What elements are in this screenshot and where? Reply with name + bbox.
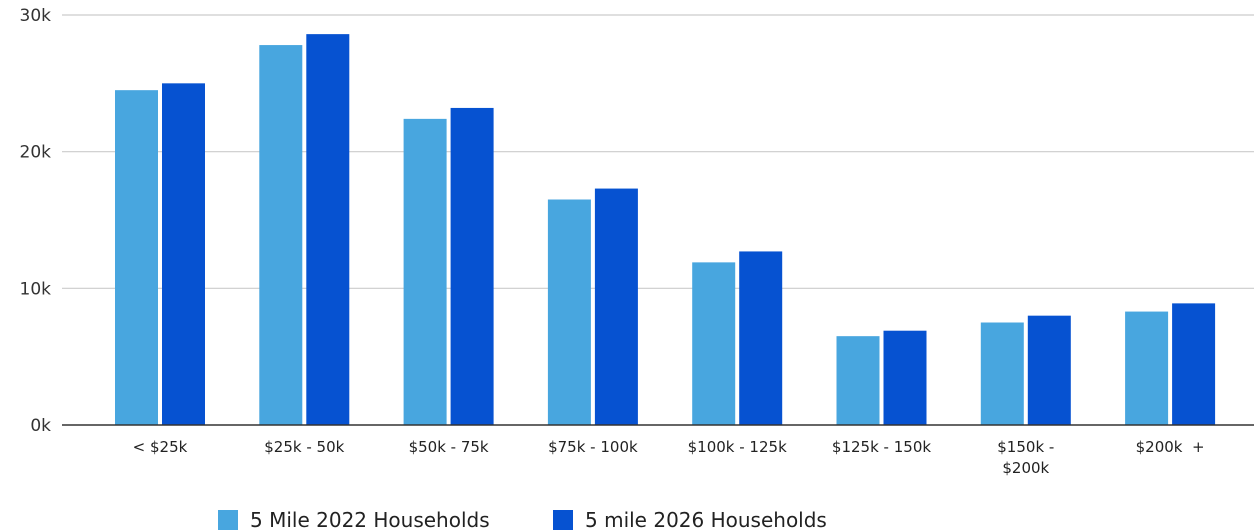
bar-2022	[836, 336, 880, 425]
x-category-label: $125k - 150k	[832, 438, 931, 456]
bar-2026	[739, 251, 783, 425]
y-tick-label: 10k	[20, 279, 52, 299]
x-category-label: $100k - 125k	[688, 438, 787, 456]
x-category-label: $50k - 75k	[409, 438, 489, 456]
bar-2022	[403, 118, 447, 425]
legend-item-2022: 5 Mile 2022 Households	[218, 508, 490, 531]
legend-swatch	[218, 510, 238, 530]
bar-2026	[306, 34, 350, 426]
x-category-label: $150k -$200k	[997, 438, 1054, 477]
bar-2026	[162, 83, 205, 425]
legend-label: 5 mile 2026 Households	[585, 508, 827, 531]
bar-2026	[594, 188, 638, 425]
bar-2022	[1125, 311, 1169, 425]
legend: 5 Mile 2022 Households 5 mile 2026 Househ…	[218, 508, 827, 531]
bar-2022	[547, 199, 591, 425]
x-category-label: < $25k	[133, 438, 188, 456]
y-axis-tick-labels: 0k 10k 20k 30k	[20, 6, 52, 436]
x-category-label: $200k +	[1136, 438, 1205, 456]
bar-2026	[883, 330, 927, 425]
y-tick-label: 20k	[20, 143, 52, 163]
legend-label: 5 Mile 2022 Households	[250, 508, 490, 531]
y-tick-label: 30k	[20, 6, 52, 26]
bars	[115, 34, 1216, 426]
x-category-label: $25k - 50k	[264, 438, 344, 456]
bar-2022	[115, 90, 158, 426]
bar-2022	[980, 322, 1024, 425]
gridlines	[62, 14, 1254, 289]
x-category-label: $75k - 100k	[548, 438, 638, 456]
bar-2026	[1172, 303, 1216, 425]
y-tick-label: 0k	[30, 416, 51, 436]
bar-2026	[1027, 315, 1071, 425]
legend-item-2026: 5 mile 2026 Households	[553, 508, 827, 531]
legend-swatch	[553, 510, 573, 530]
bar-2022	[259, 45, 303, 426]
bar-2026	[450, 107, 494, 425]
bar-2022	[692, 262, 736, 425]
x-axis-category-labels: < $25k $25k - 50k $50k - 75k $75k - 100k $10…	[133, 438, 1205, 477]
